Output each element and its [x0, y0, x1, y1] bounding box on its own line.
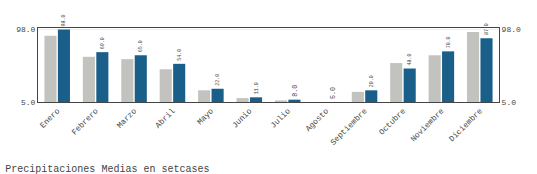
- svg-text:Diciembre: Diciembre: [447, 106, 484, 143]
- svg-text:Septiembre: Septiembre: [328, 106, 368, 146]
- svg-text:69.0: 69.0: [100, 37, 105, 49]
- svg-text:Enero: Enero: [38, 106, 61, 129]
- svg-text:5.0: 5.0: [21, 98, 36, 107]
- svg-text:65.0: 65.0: [138, 40, 143, 52]
- svg-text:54.0: 54.0: [177, 49, 182, 61]
- svg-text:48.0: 48.0: [407, 54, 412, 66]
- svg-text:8.0: 8.0: [291, 85, 299, 97]
- svg-text:Marzo: Marzo: [115, 106, 138, 129]
- svg-text:Junio: Junio: [230, 106, 253, 129]
- svg-text:Agosto: Agosto: [304, 106, 331, 133]
- svg-text:Octubre: Octubre: [377, 106, 407, 136]
- svg-text:Abril: Abril: [153, 106, 176, 129]
- svg-text:98.0: 98.0: [16, 25, 35, 34]
- svg-text:Noviembre: Noviembre: [409, 106, 446, 143]
- svg-text:98.0: 98.0: [61, 15, 66, 27]
- svg-text:Febrero: Febrero: [70, 106, 100, 136]
- svg-text:20.0: 20.0: [369, 75, 374, 87]
- svg-text:5.0: 5.0: [329, 87, 337, 99]
- svg-text:Julio: Julio: [269, 106, 292, 129]
- svg-text:98.0: 98.0: [502, 25, 521, 34]
- svg-text:11.0: 11.0: [254, 82, 259, 94]
- svg-text:70.0: 70.0: [446, 36, 451, 48]
- svg-text:22.0: 22.0: [215, 74, 220, 86]
- svg-text:5.0: 5.0: [502, 98, 517, 107]
- svg-text:87.0: 87.0: [484, 23, 489, 35]
- svg-text:Mayo: Mayo: [195, 106, 215, 126]
- svg-text:Precipitaciones Medias en setc: Precipitaciones Medias en setcases: [5, 164, 209, 174]
